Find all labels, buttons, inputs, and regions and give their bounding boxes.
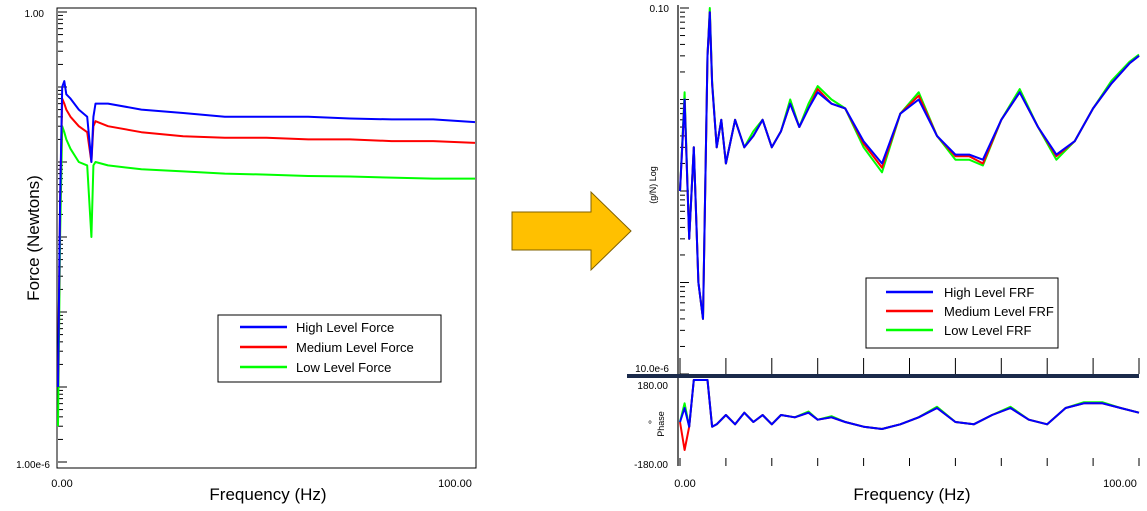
force-y-tick-top: 1.00 (25, 9, 45, 20)
phase-series-high (679, 379, 1140, 430)
force-series-group (57, 80, 476, 427)
force-y-axis-label: Force (Newtons) (24, 175, 43, 301)
force-legend-label-high: High Level Force (296, 320, 394, 335)
frf-chart: 0.10 10.0e-6 (g/N) Log High Level FRF Me… (635, 4, 1140, 466)
phase-chart: 180.00 -180.00 Phase ° 0.00 100.00 Frequ… (634, 378, 1140, 504)
force-series-low (57, 125, 475, 427)
force-series-medium (57, 97, 476, 388)
force-x-tick-left: 0.00 (51, 478, 72, 490)
panel-divider (627, 374, 1139, 378)
force-series-high (57, 80, 476, 388)
frf-legend-label-medium: Medium Level FRF (944, 304, 1054, 319)
frf-series-group (679, 7, 1140, 320)
frf-series-high (679, 11, 1140, 320)
phase-y-axis-label: Phase (656, 411, 666, 437)
frf-y-tick-bottom: 10.0e-6 (635, 364, 669, 375)
frf-legend: High Level FRF Medium Level FRF Low Leve… (865, 277, 1059, 349)
force-x-tick-right: 100.00 (438, 478, 472, 490)
frf-legend-label-high: High Level FRF (944, 285, 1034, 300)
phase-y-unit: ° (648, 420, 652, 431)
frf-y-axis-label: (g/N) Log (648, 166, 658, 204)
phase-y-tick-bottom: -180.00 (634, 460, 668, 471)
force-x-axis-label: Frequency (Hz) (209, 485, 326, 504)
frf-y-tick-top: 0.10 (650, 4, 670, 15)
frf-legend-label-low: Low Level FRF (944, 323, 1031, 338)
force-chart: 1.00 1.00e-6 0.00 100.00 Frequency (Hz) … (16, 7, 477, 504)
force-plot-frame (56, 7, 477, 469)
force-y-tick-bottom: 1.00e-6 (16, 460, 50, 471)
force-legend: High Level Force Medium Level Force Low … (217, 314, 442, 383)
frf-x-tick-left: 0.00 (674, 478, 695, 490)
phase-series-group (679, 379, 1140, 451)
phase-y-tick-top: 180.00 (637, 381, 668, 392)
force-legend-label-medium: Medium Level Force (296, 340, 414, 355)
force-legend-label-low: Low Level Force (296, 360, 391, 375)
phase-series-medium (679, 379, 1140, 451)
right-arrow-icon (511, 190, 632, 272)
frf-legend-box (865, 277, 1059, 349)
frf-x-tick-right: 100.00 (1103, 478, 1137, 490)
frf-x-axis-label: Frequency (Hz) (853, 485, 970, 504)
